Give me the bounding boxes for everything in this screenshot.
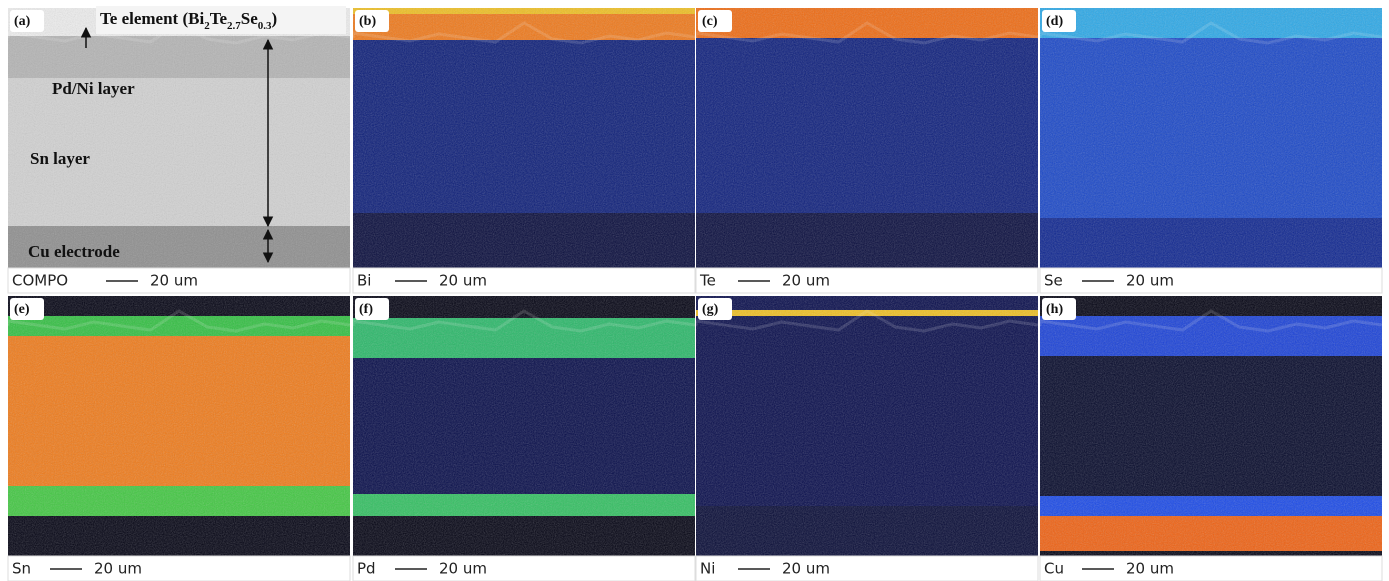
texture — [1040, 8, 1382, 268]
layer-label: Sn layer — [30, 149, 90, 168]
title-part: Te element (Bi — [100, 9, 204, 28]
title-sub: 2.7 — [227, 20, 241, 32]
element-name: Bi — [357, 272, 371, 290]
panel-label: (h) — [1046, 302, 1063, 317]
panel-label: (b) — [359, 14, 376, 29]
scale-label: 20 um — [150, 272, 198, 290]
label-box — [355, 298, 389, 320]
scale-label: 20 um — [1126, 272, 1174, 290]
title-part: Te — [210, 9, 228, 28]
element-name: Ni — [700, 560, 715, 578]
panel: (f) Pd 20 um — [351, 296, 696, 581]
label-box — [10, 298, 44, 320]
panel-label: (d) — [1046, 14, 1063, 29]
scale-label: 20 um — [439, 272, 487, 290]
panel-label: (f) — [359, 302, 373, 317]
element-name: Se — [1044, 272, 1063, 290]
element-name: Sn — [12, 560, 31, 578]
panel: (e) Sn 20 um — [6, 296, 351, 581]
title-sub: 0.3 — [258, 20, 272, 32]
label-box — [1042, 298, 1076, 320]
panel: (a) COMPO 20 um — [6, 8, 351, 294]
label-box — [355, 10, 389, 32]
label-box — [698, 10, 732, 32]
texture — [696, 296, 1038, 556]
label-box — [698, 298, 732, 320]
element-name: Pd — [357, 560, 376, 578]
label-box — [1042, 10, 1076, 32]
title-backdrop — [96, 6, 346, 34]
texture — [1040, 296, 1382, 556]
panel-label: (a) — [14, 14, 31, 29]
texture — [353, 296, 695, 556]
panel-label: (c) — [702, 14, 718, 29]
texture — [353, 8, 695, 268]
panel: (h) Cu 20 um — [1038, 296, 1383, 581]
title-sub: 2 — [204, 20, 210, 32]
panel: (d) Se 20 um — [1038, 8, 1383, 294]
label-box — [10, 10, 44, 32]
element-name: COMPO — [12, 272, 68, 290]
panel: (b) Bi 20 um — [351, 8, 696, 294]
layer-label: Cu electrode — [28, 242, 120, 261]
panel: (c) Te 20 um — [694, 8, 1039, 294]
texture — [696, 8, 1038, 268]
caption-bar — [7, 267, 351, 294]
panel-label: (e) — [14, 302, 30, 317]
texture — [8, 8, 350, 268]
scale-label: 20 um — [94, 560, 142, 578]
title-part: ) — [272, 9, 278, 28]
scale-label: 20 um — [782, 272, 830, 290]
layer-label: Pd/Ni layer — [52, 79, 135, 98]
panel-a-annotations: Te element (Bi2Te2.7Se0.3) Pd/Ni layer S… — [28, 6, 346, 264]
element-title: Te element (Bi2Te2.7Se0.3) — [100, 9, 277, 32]
panels: (a)COMPO 20 um(b)Bi 20 um(c)Te 20 um(d)Se 20… — [6, 8, 1383, 581]
caption-bar — [7, 555, 351, 581]
scale-label: 20 um — [1126, 560, 1174, 578]
scale-label: 20 um — [782, 560, 830, 578]
element-name: Cu — [1044, 560, 1064, 578]
texture — [8, 296, 350, 556]
panel-label: (g) — [702, 302, 719, 317]
panel: (g) Ni 20 um — [694, 296, 1039, 581]
element-name: Te — [699, 272, 716, 290]
title-part: Se — [241, 9, 258, 28]
scale-label: 20 um — [439, 560, 487, 578]
